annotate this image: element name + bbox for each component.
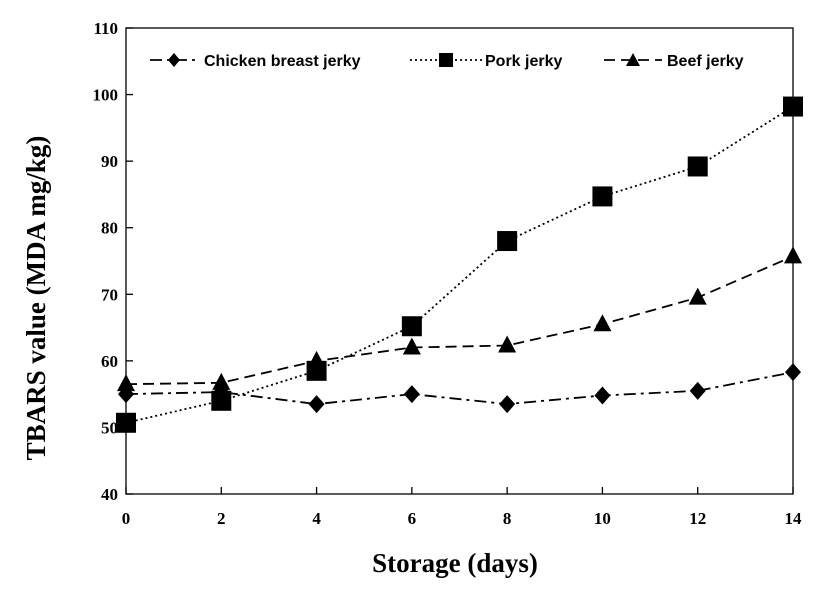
y-tick-label: 50 [101,418,118,437]
data-point-chicken-breast-jerky [594,386,611,405]
series-line-pork-jerky [125,105,794,424]
x-tick-label: 8 [503,509,512,528]
series-beef-jerky [117,246,802,392]
data-point-pork-jerky [592,186,613,207]
y-tick-label: 90 [101,152,118,171]
data-point-pork-jerky [497,231,518,252]
x-tick-label: 12 [689,509,706,528]
x-tick-label: 0 [122,509,131,528]
series-layer [116,96,803,433]
y-axis: 40 50 60 70 80 90 100 110 [93,19,133,504]
legend-label: Chicken breast jerky [204,53,361,70]
x-axis-title: Storage (days) [372,548,538,578]
legend-label: Pork jerky [485,53,562,70]
y-tick-label: 40 [101,485,118,504]
data-point-beef-jerky [212,372,231,390]
data-point-chicken-breast-jerky [308,395,325,414]
data-point-pork-jerky [783,96,803,117]
data-point-beef-jerky [117,374,135,392]
legend-item-beef-jerky: Beef jerky [604,53,744,70]
x-tick-label: 14 [785,509,803,528]
x-axis: 0 2 4 6 8 10 12 14 [122,487,802,528]
legend-marker-triangle [626,53,640,66]
data-point-chicken-breast-jerky [785,363,801,382]
data-point-pork-jerky [401,316,422,337]
data-point-pork-jerky [211,390,232,411]
legend-marker-square [439,53,453,67]
data-point-beef-jerky [593,314,612,332]
data-point-chicken-breast-jerky [689,381,706,400]
legend-marker-diamond [168,53,180,67]
data-point-pork-jerky [116,412,136,433]
legend: Chicken breast jerky Pork jerky Beef jerky [150,53,744,70]
legend-label: Beef jerky [667,53,744,70]
data-point-beef-jerky [688,287,707,305]
y-tick-label: 80 [101,219,118,238]
plot-frame [125,27,794,495]
legend-item-chicken-breast-jerky: Chicken breast jerky [150,53,361,70]
plot-area-border [125,27,794,495]
y-tick-label: 100 [93,86,119,105]
y-tick-label: 70 [101,285,118,304]
y-tick-label: 110 [93,19,118,38]
y-tick-label: 60 [101,352,118,371]
series-line-beef-jerky [125,255,794,386]
x-tick-label: 10 [594,509,611,528]
series-line-chicken-breast-jerky [125,371,794,406]
data-point-beef-jerky [402,337,421,355]
legend-item-pork-jerky: Pork jerky [410,53,562,70]
x-tick-label: 6 [408,509,417,528]
y-axis-title: TBARS value (MDA mg/kg) [21,136,51,461]
data-point-beef-jerky [307,350,326,368]
data-point-chicken-breast-jerky [499,395,516,414]
x-tick-label: 4 [312,509,321,528]
x-tick-label: 2 [217,509,226,528]
data-point-chicken-breast-jerky [403,385,420,404]
data-point-pork-jerky [687,156,708,177]
data-point-beef-jerky [498,335,517,353]
data-point-beef-jerky [784,246,802,264]
